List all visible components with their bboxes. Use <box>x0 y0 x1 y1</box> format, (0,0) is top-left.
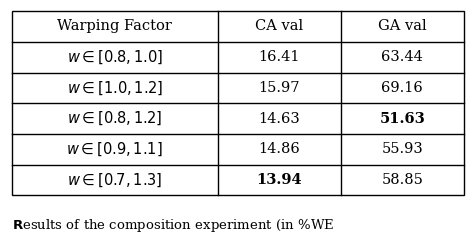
Text: $\mathbf{R}$esults of the composition experiment (in %WE: $\mathbf{R}$esults of the composition ex… <box>12 217 334 234</box>
Text: 14.86: 14.86 <box>258 143 300 156</box>
Text: 15.97: 15.97 <box>258 81 300 95</box>
Text: 58.85: 58.85 <box>381 173 423 187</box>
Text: Warping Factor: Warping Factor <box>57 19 172 33</box>
Text: 63.44: 63.44 <box>381 51 423 64</box>
Text: 69.16: 69.16 <box>381 81 423 95</box>
Text: 16.41: 16.41 <box>258 51 300 64</box>
Text: 13.94: 13.94 <box>257 173 302 187</box>
Text: $w \in [0.9, 1.1]$: $w \in [0.9, 1.1]$ <box>67 141 163 158</box>
Text: 55.93: 55.93 <box>381 143 423 156</box>
Text: $w \in [0.7, 1.3]$: $w \in [0.7, 1.3]$ <box>67 171 162 189</box>
Text: 14.63: 14.63 <box>258 112 300 126</box>
Text: $w \in [1.0, 1.2]$: $w \in [1.0, 1.2]$ <box>67 79 163 97</box>
Text: GA val: GA val <box>378 19 426 33</box>
Text: $w \in [0.8, 1.2]$: $w \in [0.8, 1.2]$ <box>67 110 162 128</box>
Text: CA val: CA val <box>255 19 303 33</box>
Text: $w \in [0.8, 1.0]$: $w \in [0.8, 1.0]$ <box>67 49 163 66</box>
Text: 51.63: 51.63 <box>379 112 425 126</box>
